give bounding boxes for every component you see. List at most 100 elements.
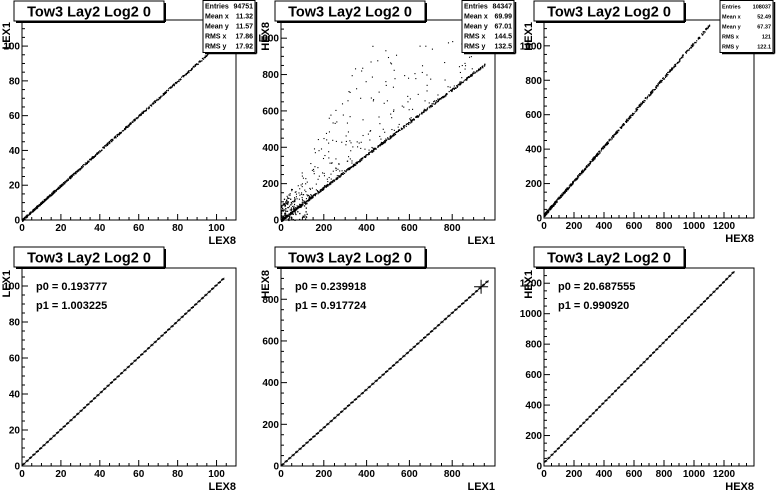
y-tick-label: 0	[536, 462, 542, 473]
scatter-point	[291, 188, 293, 191]
scatter-point	[362, 134, 364, 137]
scatter-point	[589, 161, 591, 163]
scatter-point	[91, 157, 94, 159]
scatter-point	[704, 31, 706, 33]
scatter-point	[344, 170, 346, 172]
scatter-point	[468, 76, 470, 78]
chart-title: Tow3 Lay2 Log2 0	[547, 251, 671, 267]
scatter-point	[377, 145, 379, 147]
scatter-point	[567, 188, 569, 190]
scatter-point	[206, 55, 208, 57]
scatter-point	[603, 145, 605, 147]
scatter-point	[361, 70, 363, 72]
scatter-point	[397, 126, 399, 128]
stats-frame	[202, 0, 256, 53]
scatter-point	[336, 178, 338, 180]
scatter-point	[309, 195, 311, 197]
scatter-point	[554, 203, 556, 206]
scatter-point	[304, 189, 306, 191]
scatter-point	[336, 121, 338, 123]
scatter-point	[182, 75, 184, 77]
stats-label: Mean y	[722, 25, 742, 31]
scatter-point	[565, 188, 567, 190]
scatter-point	[442, 96, 444, 98]
scatter-point	[349, 167, 351, 169]
y-axis: 0 200 400 600 800	[262, 267, 287, 473]
scatter-point	[561, 193, 563, 195]
scatter-point	[178, 79, 180, 81]
scatter-point	[293, 201, 295, 203]
stats-value: 11.32	[236, 14, 253, 21]
scatter-point	[380, 138, 382, 140]
scatter-point	[160, 96, 162, 98]
scatter-point	[616, 130, 618, 132]
scatter-point	[444, 95, 446, 97]
scatter-point	[306, 213, 308, 215]
scatter-point	[581, 170, 583, 172]
scatter-point	[314, 152, 316, 154]
panel-hex8-vs-hex1-fit: 0 200 400 600 800 1000 1200 0 200 400 600 800 1000 12…	[518, 246, 776, 492]
scatter-point	[365, 155, 367, 157]
chart-svg: 0 200 400 600 800 0 200 400 600 800 1000 LEX1 HEX8 To…	[259, 0, 517, 246]
scatter-point	[680, 56, 683, 59]
scatter-point	[697, 38, 699, 40]
scatter-point	[410, 117, 412, 119]
scatter-point	[320, 148, 323, 150]
scatter-point	[661, 80, 663, 82]
scatter-point	[350, 142, 352, 144]
scatter-point	[194, 65, 197, 67]
scatter-point	[382, 128, 384, 130]
scatter-point	[451, 90, 453, 92]
scatter-point	[197, 63, 200, 65]
x-tick-label: 1000	[683, 469, 706, 480]
scatter-point	[49, 196, 51, 198]
scatter-point	[329, 162, 331, 164]
y-axis-label: HEX1	[523, 270, 535, 299]
y-tick-label: 200	[262, 179, 279, 190]
stats-value: 122.1	[757, 45, 771, 51]
scatter-point	[159, 97, 161, 99]
x-tick-label: 40	[94, 469, 106, 480]
scatter-point	[284, 204, 286, 207]
stats-value: 132.5	[494, 44, 512, 51]
scatter-point	[287, 197, 289, 200]
scatter-point	[300, 206, 302, 209]
scatter-point	[158, 98, 160, 101]
scatter-point	[343, 172, 346, 174]
scatter-point	[582, 169, 584, 171]
scatter-point	[565, 190, 568, 192]
scatter-point	[426, 108, 428, 110]
scatter-point	[381, 142, 383, 144]
scatter-point	[294, 210, 296, 213]
scatter-point	[361, 158, 364, 160]
scatter-point	[379, 144, 381, 146]
scatter-point	[139, 114, 141, 117]
scatter-point	[290, 211, 292, 214]
scatter-point	[341, 173, 343, 175]
stats-frame	[461, 0, 515, 53]
scatter-point	[474, 71, 476, 73]
scatter-point	[298, 206, 300, 209]
scatter-point	[152, 102, 154, 104]
scatter-point	[604, 144, 607, 146]
scatter-point	[309, 196, 311, 198]
scatter-point	[372, 45, 374, 47]
scatter-point	[31, 210, 34, 212]
scatter-point	[581, 173, 583, 175]
scatter-point	[478, 68, 481, 70]
scatter-point	[444, 79, 446, 81]
stats-value: 17.92	[235, 44, 253, 51]
x-tick-label: 1200	[713, 221, 736, 232]
scatter-point	[655, 86, 657, 88]
scatter-point	[555, 200, 558, 203]
scatter-point	[444, 95, 447, 97]
scatter-point	[707, 26, 710, 29]
scatter-point	[682, 56, 684, 58]
scatter-point	[594, 156, 596, 158]
scatter-point	[282, 215, 285, 217]
scatter-point	[291, 201, 293, 203]
scatter-point	[663, 78, 666, 80]
scatter-point	[292, 211, 294, 214]
scatter-point	[545, 213, 548, 215]
scatter-point	[283, 217, 285, 219]
